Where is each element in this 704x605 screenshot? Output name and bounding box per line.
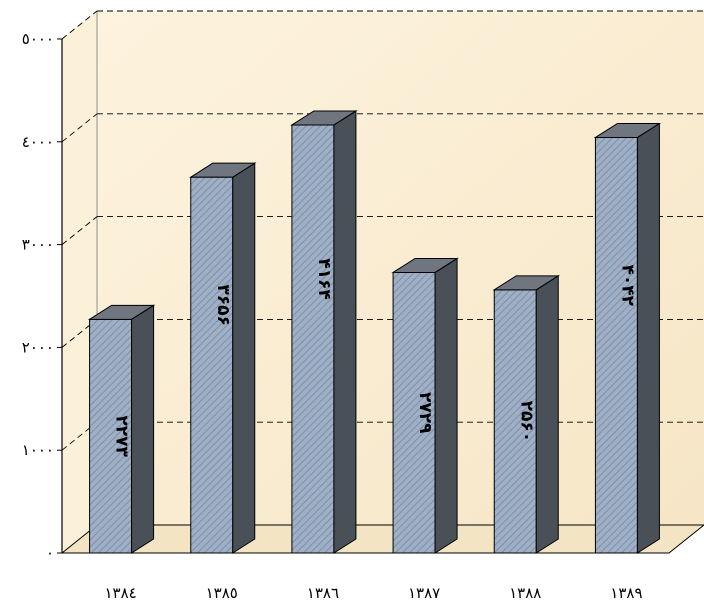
gridline-diagonal <box>61 216 98 245</box>
bar-top <box>189 162 257 178</box>
bar: ۳۶۵۶ <box>189 162 257 554</box>
y-tick-label: ۰ <box>46 544 54 562</box>
x-tick-label: ۱۳۸٥ <box>206 584 238 602</box>
bar-top <box>492 275 560 291</box>
bar-top <box>391 257 459 273</box>
bar-front <box>594 136 638 554</box>
y-tick-label: ٥۰۰۰ <box>22 30 54 48</box>
x-tick-label: ۱۳۸۸ <box>509 584 541 602</box>
bar-side <box>636 122 660 554</box>
bar-front <box>291 124 335 554</box>
bar: ۴۰۴۲ <box>593 122 662 554</box>
bar-top <box>87 304 156 320</box>
bar-side <box>232 162 256 554</box>
bar-side <box>535 274 559 554</box>
bar: ۲۵۶۰ <box>492 274 560 554</box>
side-wall <box>62 11 97 553</box>
bar-front <box>89 318 133 554</box>
bar-data-label: ۲۷۲۹ <box>415 392 435 434</box>
y-tick-label: ٤۰۰۰ <box>22 133 54 151</box>
bar-data-label: ۳۶۵۶ <box>213 284 233 326</box>
bar-data-label: ۲۲۷۳ <box>112 415 132 457</box>
bars: ۲۲۷۳ ۳۶۵۶ ۴۱۶۴ ۲۷۲۹ ۲۵۶۰ ۴۰۴۲ <box>87 110 662 554</box>
gridline-diagonal <box>61 319 98 348</box>
y-tick-label: ۱۰۰۰ <box>22 441 54 459</box>
bar: ۴۱۶۴ <box>290 110 358 554</box>
bar-data-label: ۲۵۶۰ <box>516 401 536 443</box>
bar-front <box>190 176 234 554</box>
bar-side <box>434 257 458 554</box>
bar-side <box>131 304 155 554</box>
gridline-diagonal <box>61 10 98 40</box>
bar-data-label: ۴۱۶۴ <box>314 258 334 300</box>
gridline-diagonal <box>61 113 98 143</box>
bar: ۲۲۷۳ <box>87 304 156 554</box>
x-tick-label: ۱۳۸۷ <box>408 584 440 602</box>
bar-top <box>290 110 358 126</box>
y-tick-label: ۳۰۰۰ <box>22 236 54 254</box>
gridline-diagonal <box>61 421 98 451</box>
bar-top <box>593 122 662 138</box>
bar: ۲۷۲۹ <box>391 257 459 554</box>
bar-data-label: ۴۰۴۲ <box>617 264 637 306</box>
y-axis-ticks: ۰ ۱۰۰۰ ۲۰۰۰ ۳۰۰۰ ٤۰۰۰ ٥۰۰۰ <box>22 30 62 562</box>
x-axis-ticks: ۱۳۸٤ ۱۳۸٥ ۱۳۸٦ ۱۳۸۷ ۱۳۸۸ ۱۳۸۹ <box>104 584 642 602</box>
x-tick-label: ۱۳۸٦ <box>307 584 339 602</box>
bar-side <box>333 110 357 554</box>
x-tick-label: ۱۳۸٤ <box>104 584 136 602</box>
x-tick-label: ۱۳۸۹ <box>610 584 642 602</box>
bar-front <box>392 271 436 554</box>
y-tick-label: ۲۰۰۰ <box>22 338 54 356</box>
